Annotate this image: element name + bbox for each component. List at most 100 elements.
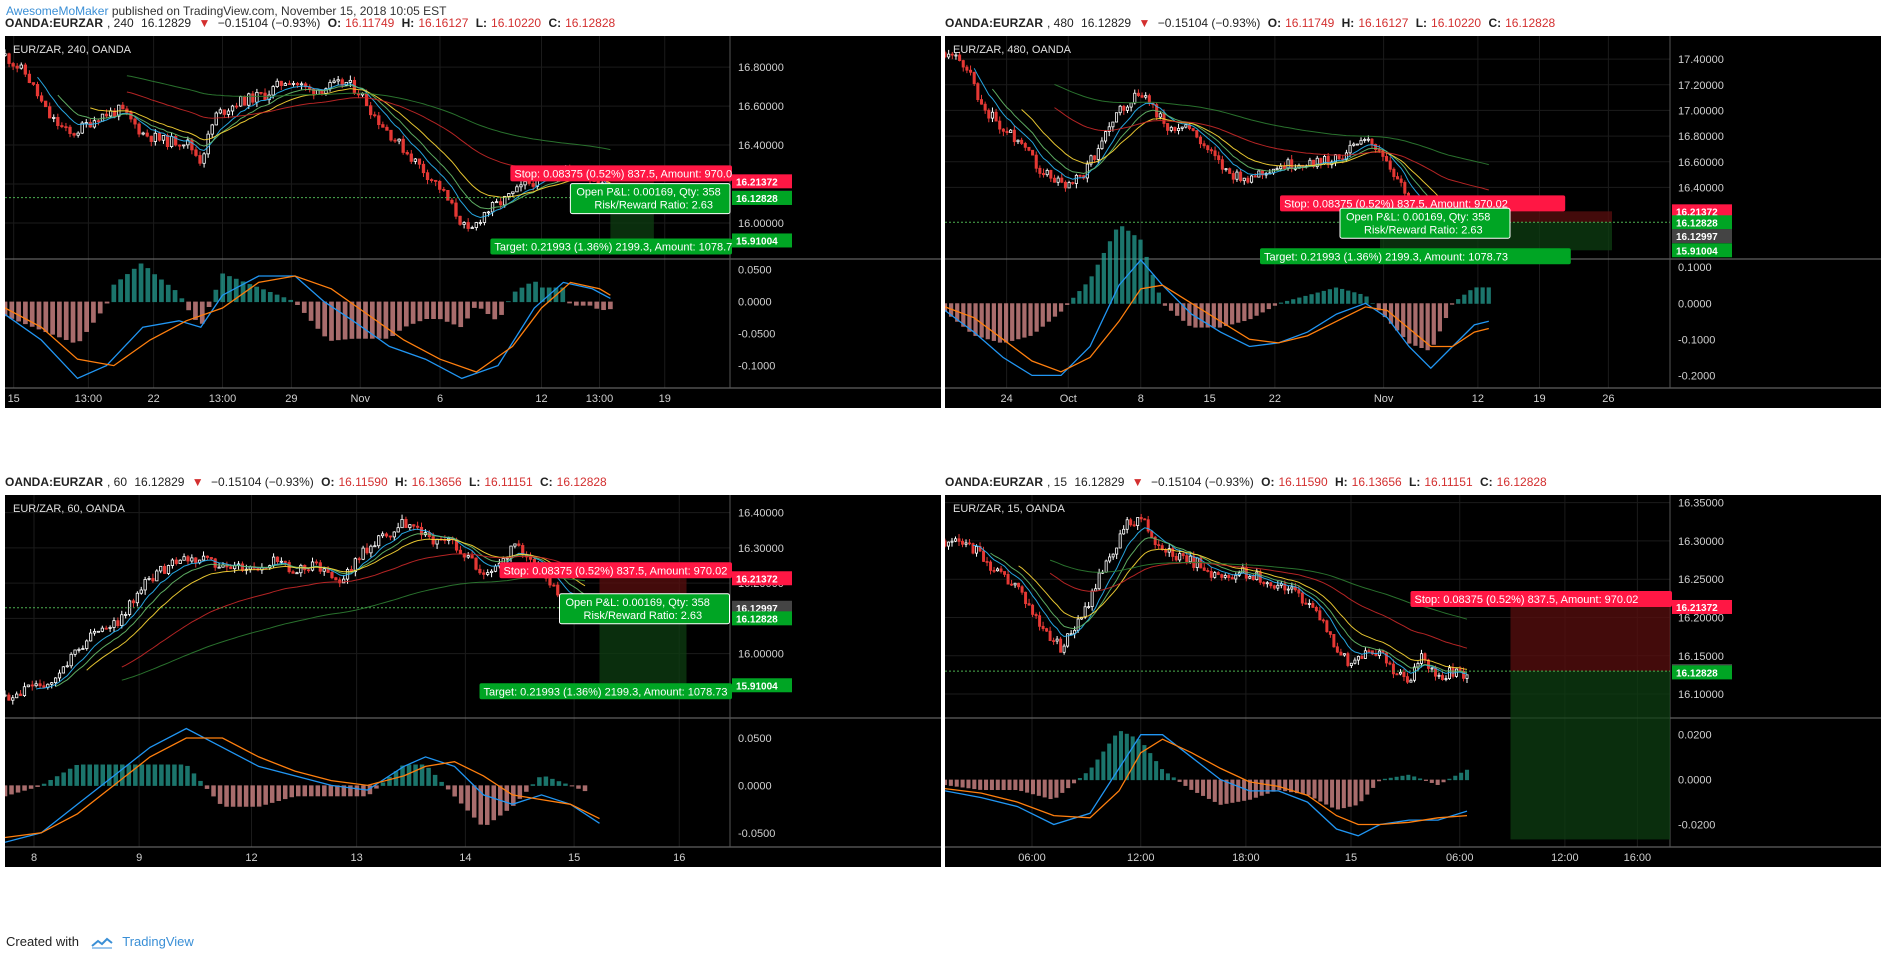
- candle-body: [1129, 519, 1133, 526]
- author-link[interactable]: AwesomeMoMaker: [6, 4, 109, 18]
- candle-body: [982, 550, 986, 562]
- candle-body: [1399, 178, 1403, 183]
- macd-tick-label: 0.0000: [1678, 298, 1712, 310]
- macd-histogram-bar: [1359, 779, 1364, 802]
- pnl-text: Open P&L: 0.00169, Qty: 358: [576, 187, 720, 199]
- candle-body: [965, 66, 969, 71]
- high-label: H:: [401, 16, 415, 30]
- macd-histogram-bar: [1183, 779, 1188, 786]
- candle-body: [162, 565, 167, 574]
- macd-histogram-bar: [213, 289, 219, 303]
- candle-body: [314, 561, 319, 564]
- change-down-icon: ▼: [1138, 16, 1151, 30]
- macd-histogram-bar: [1206, 779, 1211, 799]
- time-tick-label: 8: [31, 852, 37, 864]
- macd-histogram-bar: [1401, 303, 1406, 338]
- chart-canvas[interactable]: 17.40000 17.20000 17.00000 16.80000 16.60000…: [945, 36, 1881, 408]
- macd-histogram-bar: [526, 283, 532, 303]
- price-scale-marker: 16.21372: [732, 571, 792, 586]
- tradingview-link[interactable]: TradingView: [122, 934, 194, 949]
- candle-body: [279, 560, 283, 563]
- open-value: 16.11590: [338, 475, 388, 489]
- candle-body: [1272, 585, 1276, 589]
- low-value: 16.11151: [1424, 475, 1473, 489]
- candle-body: [57, 672, 62, 679]
- candle-body: [1185, 555, 1189, 563]
- candle-body: [972, 71, 976, 85]
- macd-histogram-bar: [179, 298, 185, 303]
- price-scale-marker: 16.12997: [732, 600, 792, 615]
- macd-histogram-bar: [100, 764, 106, 786]
- price-tick-label: 16.10000: [1678, 689, 1724, 701]
- candle-body: [1012, 129, 1016, 143]
- macd-histogram-bar: [1218, 779, 1223, 805]
- symbol-name[interactable]: OANDA:EURZAR: [945, 475, 1043, 489]
- macd-histogram-bar: [1330, 779, 1335, 808]
- high-label: H:: [1341, 16, 1355, 30]
- candle-body: [446, 189, 450, 201]
- candle-body: [531, 183, 535, 187]
- candle-body: [1045, 628, 1049, 632]
- macd-histogram-bar: [227, 276, 232, 303]
- macd-histogram-bar: [478, 301, 484, 309]
- macd-histogram-bar: [1016, 303, 1021, 340]
- macd-histogram-bar: [567, 301, 572, 304]
- candle-body: [1206, 570, 1210, 572]
- macd-histogram-bar: [1001, 779, 1006, 791]
- macd-histogram-bar: [540, 287, 545, 303]
- macd-histogram-bar: [1113, 735, 1118, 781]
- moving-average-line: [992, 88, 1489, 215]
- symbol-name[interactable]: OANDA:EURZAR: [945, 16, 1043, 30]
- chart-canvas[interactable]: 16.35000 16.30000 16.25000 16.20000 16.15000…: [945, 495, 1881, 867]
- macd-histogram-bar: [444, 301, 450, 322]
- candle-body: [1363, 650, 1367, 659]
- candle-body: [400, 519, 404, 529]
- low-label: L:: [1415, 16, 1428, 30]
- macd-histogram-bar: [1083, 773, 1088, 781]
- time-tick-label: 29: [285, 393, 297, 405]
- macd-histogram-bar: [1189, 779, 1194, 790]
- macd-histogram-bar: [315, 301, 321, 329]
- candle-body: [519, 184, 523, 188]
- macd-histogram-bar: [1028, 303, 1033, 336]
- close-label: C:: [1488, 16, 1502, 30]
- chart-canvas[interactable]: 16.4000016.3000016.2000016.1000016.00000…: [5, 495, 941, 867]
- price-scale-marker: 16.21372: [1672, 599, 1732, 614]
- macd-histogram-bar: [152, 764, 158, 786]
- macd-histogram-bar: [406, 764, 412, 786]
- macd-histogram-bar: [1072, 779, 1077, 784]
- macd-histogram-bar: [1148, 753, 1153, 781]
- macd-histogram-bar: [560, 287, 566, 303]
- candle-body: [373, 114, 377, 117]
- chart-canvas[interactable]: 16.8000016.6000016.4000016.2000016.00000…: [5, 36, 941, 408]
- candle-body: [283, 560, 287, 563]
- candle-body: [1153, 536, 1157, 546]
- candle-body: [299, 83, 304, 86]
- macd-histogram-bar: [256, 785, 262, 807]
- macd-histogram-bar: [1120, 226, 1125, 304]
- candle-body: [528, 556, 533, 560]
- candle-body: [1384, 652, 1388, 664]
- macd-histogram-bar: [451, 301, 457, 325]
- candle-body: [1125, 519, 1129, 530]
- candle-body: [1231, 173, 1235, 180]
- macd-histogram-bar: [240, 281, 246, 303]
- macd-histogram-bar: [478, 785, 483, 825]
- candle-body: [1017, 582, 1021, 588]
- candle-body: [979, 99, 984, 105]
- candle-body: [108, 627, 112, 629]
- price-tick-label: 16.30000: [738, 543, 784, 555]
- candle-body: [513, 543, 517, 547]
- candle-body: [1392, 168, 1396, 178]
- candle-body: [462, 222, 466, 225]
- symbol-name[interactable]: OANDA:EURZAR: [5, 16, 103, 30]
- candle-body: [54, 677, 58, 684]
- candle-body: [129, 112, 133, 120]
- macd-histogram-bar: [997, 303, 1003, 343]
- candle-body: [954, 538, 957, 542]
- macd-histogram-bar: [491, 785, 497, 821]
- candle-body: [210, 124, 214, 135]
- candle-body: [100, 113, 105, 122]
- candle-body: [330, 572, 334, 579]
- symbol-name[interactable]: OANDA:EURZAR: [5, 475, 103, 489]
